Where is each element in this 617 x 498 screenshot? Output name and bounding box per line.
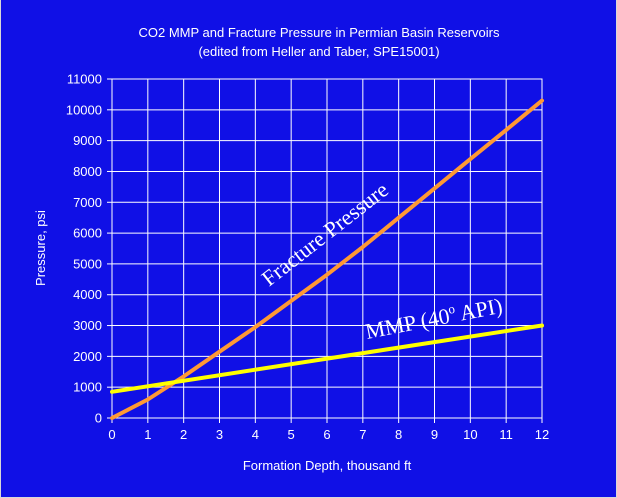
x-tick-label: 1	[144, 427, 151, 442]
x-tick-label: 4	[252, 427, 259, 442]
y-tick-label: 2000	[73, 349, 102, 364]
series-line-mmp	[110, 323, 544, 394]
series-lines	[110, 98, 544, 420]
y-tick-label: 5000	[73, 256, 102, 271]
y-tick-label: 4000	[73, 287, 102, 302]
x-tick-label: 5	[288, 427, 295, 442]
grid	[111, 78, 543, 419]
annotation-mmp-tail: API)	[453, 293, 504, 327]
y-tick-label: 1000	[73, 380, 102, 395]
x-tick-label: 6	[323, 427, 330, 442]
x-tick-label: 2	[180, 427, 187, 442]
x-tick-label: 9	[431, 427, 438, 442]
y-tick-label: 9000	[73, 133, 102, 148]
y-tick-label: 7000	[73, 195, 102, 210]
y-axis-label: Pressure, psi	[33, 210, 48, 286]
series-line-fracture-pressure	[110, 98, 544, 420]
x-tick-label: 11	[499, 427, 513, 442]
x-tick-label: 10	[463, 427, 477, 442]
x-axis-label: Formation Depth, thousand ft	[243, 458, 412, 473]
x-tick-label: 8	[395, 427, 402, 442]
x-tick-label: 7	[359, 427, 366, 442]
x-tick-label: 12	[535, 427, 549, 442]
x-tick-labels: 0 1 2 3 4 5 6 7 8 9 10 11 12	[108, 418, 549, 442]
x-tick-label: 0	[108, 427, 115, 442]
y-tick-label: 11000	[67, 72, 102, 87]
x-tick-label: 3	[216, 427, 223, 442]
annotation-fracture-pressure: Fracture Pressure	[257, 177, 393, 291]
y-tick-label: 6000	[73, 226, 102, 241]
annotation-mmp-main: MMP (40	[363, 303, 452, 344]
chart-title: CO2 MMP and Fracture Pressure in Permian…	[139, 25, 500, 40]
y-tick-label: 10000	[66, 102, 102, 117]
y-tick-label: 3000	[73, 318, 102, 333]
y-tick-label: 8000	[73, 164, 102, 179]
annotation-mmp-sup: o	[447, 301, 456, 317]
y-tick-labels: 0 1000 2000 3000 4000 5000 6000 7000 8000 9000 100…	[66, 72, 112, 426]
chart-subtitle: (edited from Heller and Taber, SPE15001)	[198, 44, 439, 59]
y-tick-label: 0	[95, 411, 102, 426]
